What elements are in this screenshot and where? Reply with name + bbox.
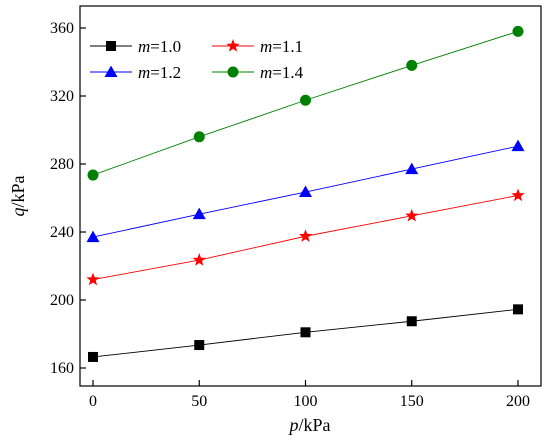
y-tick-label: 160 [50, 360, 74, 377]
legend-marker [226, 39, 240, 52]
y-tick-label: 240 [50, 224, 74, 241]
data-point [406, 316, 417, 327]
x-tick-label: 100 [294, 393, 318, 410]
legend-label: m=1.4 [260, 63, 304, 82]
legend-label: m=1.0 [138, 37, 181, 56]
legend: m=1.0 m=1.1 m=1.2 m=1.4 [90, 37, 304, 82]
legend-item: m=1.4 [212, 63, 304, 82]
legend-marker [104, 65, 118, 77]
data-point [406, 59, 418, 71]
x-tick-label: 50 [191, 393, 207, 410]
series-triangle [86, 139, 525, 243]
data-point [511, 188, 525, 202]
data-point [405, 208, 419, 222]
y-tick-label: 200 [50, 292, 74, 309]
x-axis: 0 50 100 150 200 [89, 380, 530, 410]
data-point [512, 25, 524, 37]
data-point [513, 304, 523, 315]
legend-label: m=1.1 [260, 37, 303, 56]
data-point [88, 351, 98, 362]
data-point [300, 94, 311, 106]
y-tick-label: 360 [50, 20, 74, 37]
y-axis: 160 200 240 280 320 360 [50, 20, 86, 377]
legend-item: m=1.0 [90, 37, 181, 56]
data-point [86, 230, 100, 243]
legend-marker [227, 66, 239, 78]
data-point [298, 229, 313, 242]
data-point [511, 139, 525, 152]
data-point [194, 340, 205, 351]
x-tick-label: 150 [400, 393, 424, 410]
legend-label: m=1.2 [138, 63, 181, 82]
legend-item: m=1.1 [212, 37, 303, 56]
series-star [86, 188, 525, 286]
x-tick-label: 0 [89, 393, 97, 410]
data-point [192, 207, 206, 220]
data-point [87, 169, 99, 181]
y-axis-title: q/kPa [8, 175, 28, 216]
legend-marker [106, 41, 116, 51]
legend-item: m=1.2 [90, 63, 181, 82]
series-layer [86, 25, 525, 362]
data-point [300, 327, 311, 338]
data-point [192, 253, 206, 266]
y-tick-label: 320 [50, 88, 74, 105]
data-point [405, 162, 419, 175]
data-point [193, 131, 205, 143]
x-tick-label: 200 [506, 393, 530, 410]
y-tick-label: 280 [50, 156, 74, 173]
x-axis-title: p/kPa [287, 415, 330, 435]
plot-frame [79, 5, 542, 387]
series-circle [87, 25, 524, 181]
data-point [299, 185, 312, 198]
data-point [86, 272, 100, 286]
series-square [88, 304, 523, 362]
